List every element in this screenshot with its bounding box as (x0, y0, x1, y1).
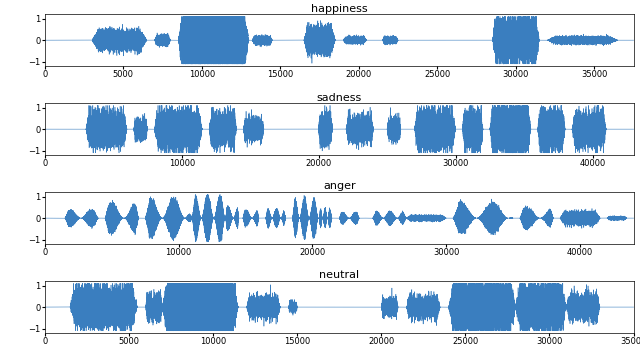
Title: happiness: happiness (311, 4, 367, 14)
Title: sadness: sadness (317, 92, 362, 102)
Title: anger: anger (323, 182, 355, 192)
Title: neutral: neutral (319, 270, 359, 280)
